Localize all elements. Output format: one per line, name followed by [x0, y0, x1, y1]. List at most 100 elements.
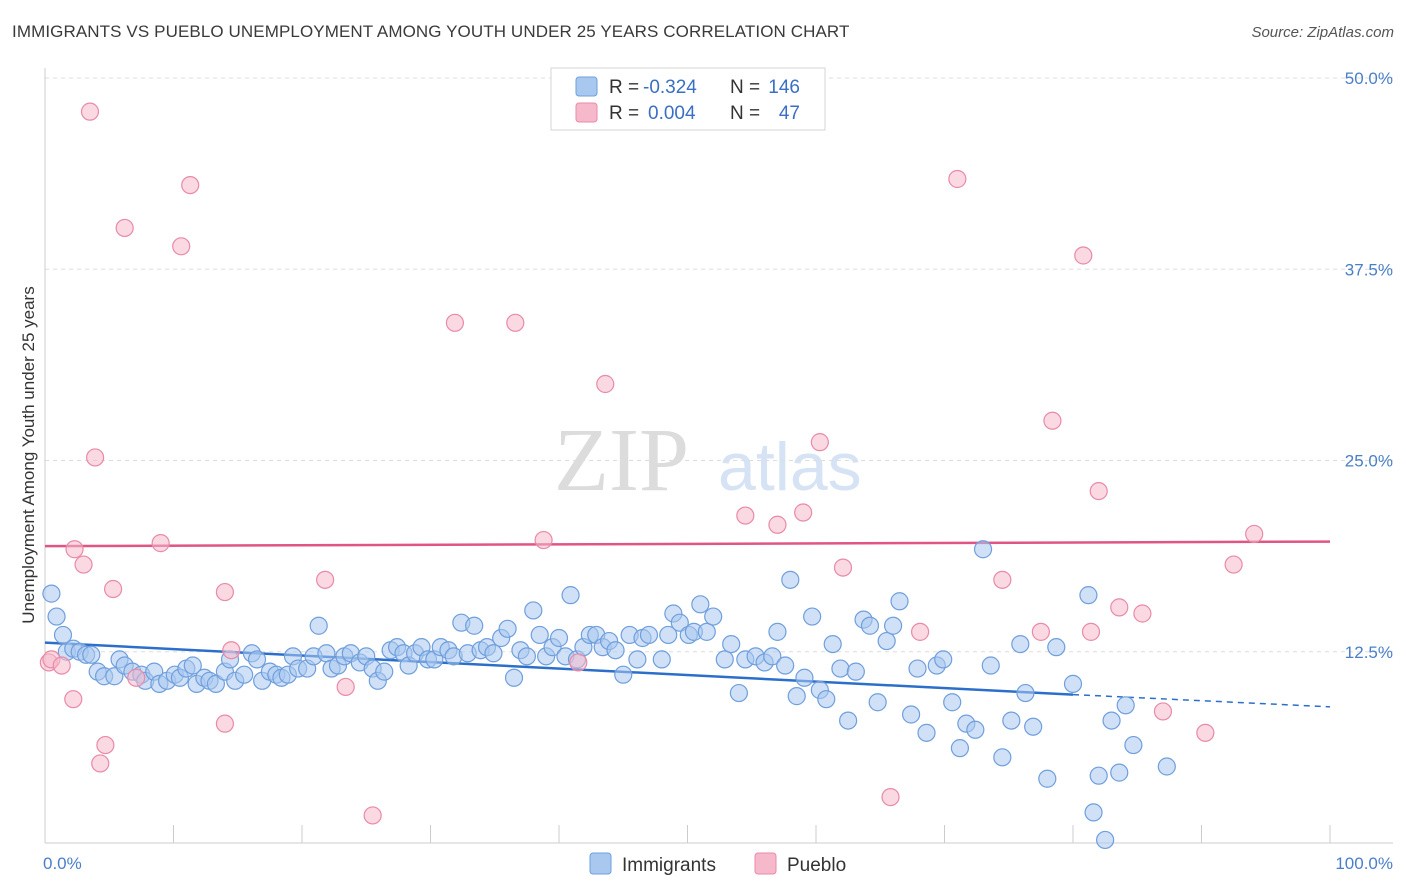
immigrants-point-26 [206, 674, 226, 693]
pueblo-point-6 [80, 102, 100, 121]
legend-r-value-pueblo: 0.004 [648, 103, 696, 124]
pueblo-point-42 [1133, 604, 1152, 623]
immigrants-point-114 [795, 668, 814, 687]
grid-lines [45, 77, 1393, 653]
pueblo-point-14 [172, 237, 191, 256]
pueblo-point-45 [1224, 555, 1243, 574]
immigrants-point-121 [846, 662, 865, 681]
immigrants-point-30 [235, 665, 254, 684]
immigrants-point-112 [781, 570, 800, 589]
immigrants-point-101 [697, 622, 716, 641]
immigrants-point-130 [917, 723, 936, 742]
immigrants-point-42 [309, 616, 328, 635]
immigrants-point-140 [1002, 711, 1021, 730]
y-tick-label-3: 50.0% [1345, 69, 1393, 88]
pueblo-point-16 [215, 582, 234, 602]
trend-immigrants-dashed [1072, 693, 1331, 708]
immigrants-point-153 [1116, 696, 1135, 715]
immigrants-point-69 [484, 644, 503, 663]
immigrants-point-137 [973, 540, 993, 559]
immigrants-point-149 [1089, 766, 1108, 785]
y-axis-label: Unemployment Among Youth under 25 years [19, 286, 38, 623]
immigrants-point-72 [504, 668, 524, 687]
immigrants-point-100 [691, 595, 710, 614]
axes [44, 68, 1393, 844]
legend-swatch-pueblo [575, 102, 598, 123]
bottom-legend-label-pueblo: Pueblo [787, 855, 846, 876]
immigrants-point-128 [901, 705, 921, 724]
points-pueblo [39, 102, 1264, 825]
immigrants-point-89 [614, 665, 633, 684]
bottom-legend: Immigrants Pueblo [589, 852, 846, 876]
immigrants-point-104 [722, 634, 741, 654]
pueblo-point-30 [810, 433, 829, 452]
immigrants-point-127 [890, 592, 909, 611]
y-tick-label-0: 12.5% [1345, 643, 1393, 662]
pueblo-point-8 [91, 754, 110, 773]
bottom-legend-label-immigrants: Immigrants [622, 855, 716, 876]
immigrants-point-102 [704, 607, 723, 626]
immigrants-point-7 [82, 645, 101, 664]
pueblo-point-20 [336, 677, 355, 697]
immigrants-point-145 [1047, 638, 1066, 657]
immigrants-point-129 [908, 659, 927, 678]
immigrants-point-150 [1096, 830, 1115, 850]
pueblo-point-9 [96, 735, 115, 755]
immigrants-point-97 [670, 613, 689, 632]
pueblo-point-27 [736, 506, 755, 525]
pueblo-point-3 [64, 690, 83, 709]
immigrants-point-152 [1110, 763, 1129, 782]
points-immigrants [42, 540, 1176, 850]
immigrants-point-79 [549, 628, 569, 648]
pueblo-point-15 [181, 176, 200, 195]
pueblo-point-12 [127, 668, 146, 687]
pueblo-point-46 [1245, 524, 1264, 544]
bottom-legend-swatch-immigrants [589, 852, 612, 875]
pueblo-point-17 [215, 714, 234, 733]
immigrants-point-74 [517, 647, 536, 666]
pueblo-point-36 [1031, 622, 1050, 641]
x-tick-label-max: 100.0% [1335, 854, 1393, 873]
source-label: Source: ZipAtlas.com [1251, 24, 1394, 41]
immigrants-point-117 [817, 690, 836, 709]
immigrants-point-134 [950, 739, 970, 758]
immigrants-point-88 [606, 641, 625, 660]
immigrants-point-66 [465, 616, 484, 635]
pueblo-point-2 [52, 656, 71, 675]
immigrants-point-143 [1024, 717, 1043, 736]
legend-r-label-pueblo: R = [609, 103, 639, 124]
immigrants-point-139 [993, 748, 1012, 767]
immigrants-point-75 [524, 601, 543, 620]
pueblo-point-11 [115, 218, 134, 238]
immigrants-point-93 [639, 625, 659, 645]
legend-r-label-immigrants: R = [609, 77, 639, 98]
pueblo-point-24 [534, 530, 553, 550]
immigrants-point-155 [1157, 757, 1176, 776]
pueblo-point-25 [569, 653, 588, 672]
immigrants-point-105 [729, 683, 749, 703]
pueblo-point-34 [948, 169, 967, 189]
legend-n-value-pueblo: 47 [779, 103, 800, 124]
trend-pueblo-solid [44, 540, 1331, 548]
immigrants-point-103 [715, 650, 734, 669]
immigrants-point-76 [530, 625, 549, 645]
pueblo-point-39 [1081, 622, 1101, 641]
pueblo-point-4 [65, 540, 84, 559]
pueblo-point-43 [1153, 702, 1173, 721]
immigrants-point-91 [628, 650, 647, 669]
immigrants-point-138 [981, 656, 1000, 675]
y-tick-label-2: 37.5% [1345, 260, 1393, 279]
immigrants-point-113 [787, 687, 806, 706]
immigrants-point-125 [877, 631, 896, 651]
immigrants-point-154 [1124, 735, 1143, 755]
immigrants-point-95 [659, 625, 678, 645]
legend-n-value-immigrants: 146 [768, 77, 800, 98]
pueblo-point-23 [506, 313, 525, 332]
y-tick-label-1: 25.0% [1345, 452, 1393, 471]
immigrants-point-81 [561, 586, 580, 605]
immigrants-point-147 [1079, 586, 1098, 605]
immigrants-point-142 [1016, 683, 1035, 703]
legend-r-value-immigrants: -0.324 [643, 77, 697, 98]
pueblo-point-26 [596, 374, 615, 394]
